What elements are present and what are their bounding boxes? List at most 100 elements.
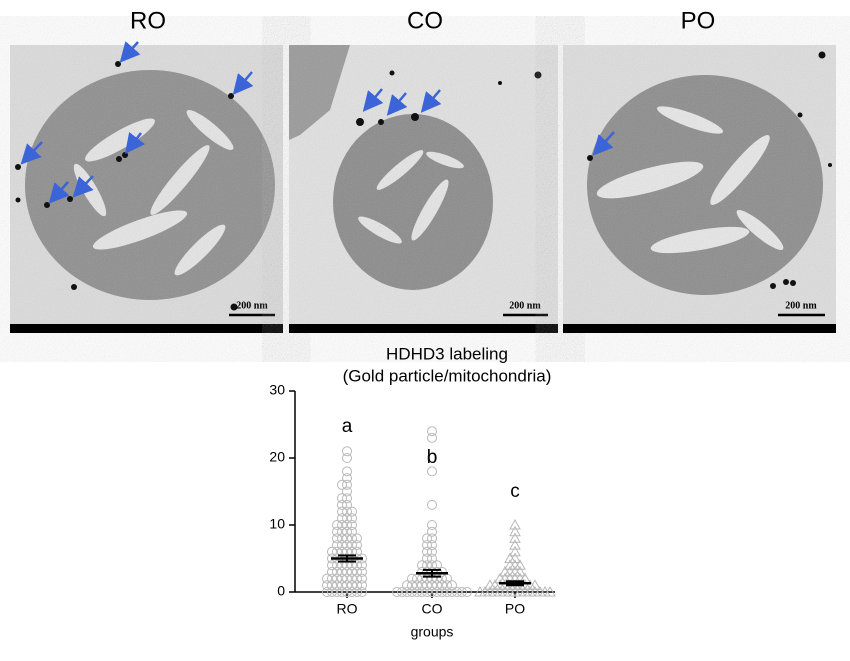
data-point <box>342 453 352 463</box>
data-point <box>342 520 352 530</box>
data-point <box>484 579 496 590</box>
data-point <box>427 453 437 463</box>
data-point <box>322 587 332 597</box>
data-point <box>352 560 362 571</box>
y-tick-label: 0 <box>277 583 285 599</box>
data-point <box>407 587 417 597</box>
data-point <box>392 587 402 597</box>
annotation: c <box>510 481 520 502</box>
data-point <box>342 526 352 537</box>
data-point <box>402 580 412 591</box>
data-point <box>422 533 432 544</box>
panel-label: PO <box>681 7 716 34</box>
data-point <box>427 520 437 530</box>
data-point <box>347 520 357 530</box>
data-point <box>332 580 342 591</box>
data-point <box>422 587 432 597</box>
data-point <box>427 553 437 564</box>
data-point <box>509 525 521 537</box>
chart-title: HDHD3 labeling <box>386 344 508 363</box>
data-point <box>437 580 447 591</box>
data-point <box>337 493 347 504</box>
y-tick-label: 20 <box>269 449 285 465</box>
x-tick-label: CO <box>422 601 443 617</box>
data-point <box>347 580 357 591</box>
data-point <box>352 566 362 577</box>
data-point <box>342 499 352 510</box>
data-point <box>432 587 442 597</box>
data-point <box>422 540 432 551</box>
y-tick-label: 30 <box>269 382 285 398</box>
data-point <box>462 587 472 597</box>
data-point <box>342 573 352 584</box>
data-point <box>352 573 362 584</box>
data-point <box>332 540 342 551</box>
data-point <box>342 473 352 484</box>
data-point <box>352 546 362 557</box>
data-point <box>352 533 362 544</box>
data-point <box>342 493 352 504</box>
data-point <box>337 479 347 490</box>
data-point <box>342 540 352 551</box>
data-point <box>427 526 437 537</box>
data-point <box>442 587 452 597</box>
data-point <box>347 506 357 517</box>
data-point <box>427 426 437 437</box>
data-point <box>327 587 337 597</box>
micrograph: 200 nm <box>10 41 283 333</box>
data-point <box>347 533 357 544</box>
data-point <box>357 580 367 591</box>
data-point <box>322 573 332 584</box>
panel-label: RO <box>130 7 166 34</box>
data-point <box>422 553 432 564</box>
data-point <box>352 587 362 597</box>
data-point <box>514 559 526 570</box>
data-point <box>347 587 357 597</box>
data-point <box>342 566 352 577</box>
x-axis-label: groups <box>411 624 454 640</box>
x-tick-label: RO <box>337 601 358 617</box>
data-point <box>509 532 521 543</box>
data-point <box>337 520 347 530</box>
data-point <box>342 486 352 497</box>
y-tick-label: 10 <box>269 516 285 532</box>
data-point <box>509 545 521 557</box>
chart-subtitle: (Gold particle/mitochondria) <box>343 366 552 385</box>
x-tick-label: PO <box>505 601 525 617</box>
data-point <box>337 526 347 537</box>
data-point <box>347 566 357 577</box>
data-point <box>427 540 437 551</box>
data-point <box>447 587 457 597</box>
data-point <box>337 540 347 551</box>
data-point <box>427 466 437 477</box>
data-point <box>422 580 432 591</box>
data-point <box>332 533 342 544</box>
scale-bar-label: 200 nm <box>509 300 541 311</box>
data-point <box>427 587 437 597</box>
data-point <box>407 580 417 591</box>
data-point <box>342 479 352 490</box>
data-point <box>427 432 437 443</box>
micrograph: 200 nm <box>563 45 836 333</box>
scale-bar-label: 200 nm <box>785 300 817 311</box>
data-point <box>347 573 357 584</box>
data-point <box>427 546 437 557</box>
data-point <box>322 580 332 591</box>
data-point <box>337 533 347 544</box>
data-point <box>327 580 337 591</box>
data-point <box>417 566 427 577</box>
data-point <box>337 566 347 577</box>
data-point <box>337 587 347 597</box>
data-point <box>337 499 347 510</box>
data-point <box>352 580 362 591</box>
data-point <box>442 580 452 591</box>
data-point <box>342 513 352 524</box>
data-point <box>417 587 427 597</box>
scale-bar-label: 200 nm <box>236 300 268 311</box>
annotation: b <box>427 447 438 468</box>
data-point <box>509 518 521 530</box>
data-point <box>427 533 437 544</box>
data-point <box>347 526 357 537</box>
data-point <box>514 565 526 577</box>
data-point <box>342 580 352 591</box>
